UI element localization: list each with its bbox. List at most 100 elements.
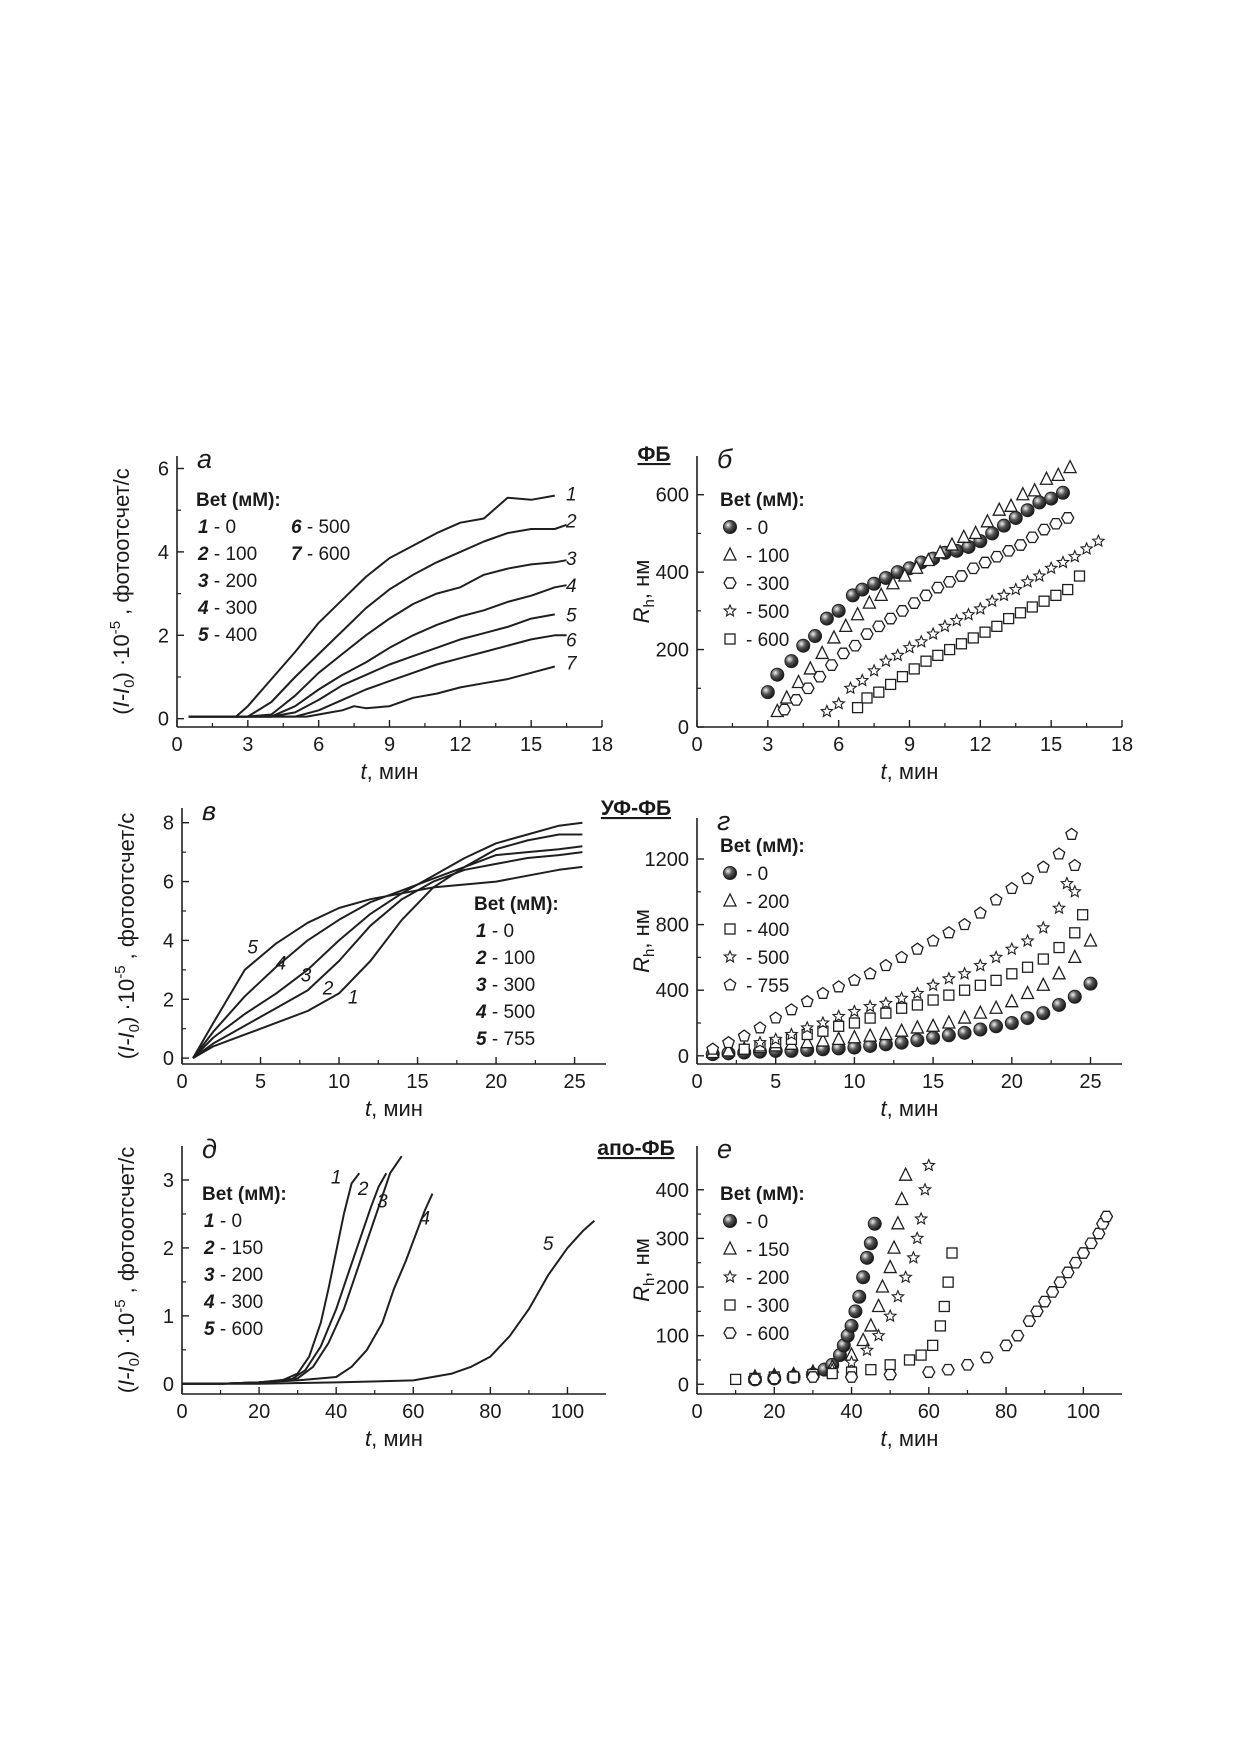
data-point xyxy=(894,1191,909,1206)
x-tick-label: 0 xyxy=(691,1401,702,1423)
x-axis-label: t, мин xyxy=(881,759,939,784)
data-point xyxy=(926,977,941,992)
data-point xyxy=(960,1358,975,1371)
data-point xyxy=(862,594,877,609)
legend-title: Bet (мМ): xyxy=(196,490,281,511)
data-point xyxy=(1020,503,1035,518)
series-pentagon xyxy=(706,827,1082,1055)
data-point xyxy=(943,989,955,1001)
x-tick-label: 15 xyxy=(1040,734,1062,756)
legend-title: Bet (мМ): xyxy=(720,490,805,511)
data-point xyxy=(878,995,893,1010)
y-tick-label: 8 xyxy=(163,813,174,835)
data-point xyxy=(1027,482,1042,497)
y-tick-label: 200 xyxy=(656,1277,689,1299)
legend-entry-value: - 0 xyxy=(209,517,236,538)
x-tick-label: 3 xyxy=(242,734,253,756)
data-point xyxy=(937,618,952,633)
x-axis-label: t, мин xyxy=(881,1096,939,1121)
data-point xyxy=(1051,466,1066,482)
series-line-2 xyxy=(188,523,567,718)
data-point xyxy=(942,1276,954,1288)
x-axis-label-unit: , мин xyxy=(887,759,939,784)
x-axis-label-symbol: t xyxy=(365,1096,372,1121)
data-point xyxy=(1068,858,1082,872)
data-point xyxy=(826,1367,838,1380)
data-point xyxy=(973,1004,988,1019)
x-tick-label: 9 xyxy=(384,734,395,756)
data-point xyxy=(942,926,956,939)
data-point xyxy=(1069,927,1081,939)
legend-entry-value: - 500 xyxy=(487,1002,536,1023)
data-point xyxy=(855,673,870,687)
legend-entry: - 600 xyxy=(746,630,789,651)
data-point xyxy=(878,653,893,668)
x-tick-label: 15 xyxy=(406,1071,428,1093)
y-label-sub: 0 xyxy=(126,1358,143,1366)
x-axis-label: t, мин xyxy=(361,759,419,784)
y-label-part: R xyxy=(629,1286,654,1302)
data-point xyxy=(978,556,992,569)
x-tick-label: 0 xyxy=(691,1071,702,1093)
y-label-part: R xyxy=(629,607,654,623)
legend-entry-number: 2 xyxy=(475,948,487,969)
data-point xyxy=(723,978,737,991)
y-label-part: , фотоотсчет/с xyxy=(114,813,139,966)
x-tick-label: 40 xyxy=(325,1401,347,1423)
x-tick-label: 5 xyxy=(255,1071,266,1093)
data-point xyxy=(1013,539,1028,551)
data-point xyxy=(848,1304,863,1319)
data-point xyxy=(769,1011,783,1024)
curve-label-3: 3 xyxy=(301,965,312,986)
curve-label-2: 2 xyxy=(322,978,334,999)
data-point xyxy=(791,674,806,689)
data-point xyxy=(914,1211,929,1225)
data-point xyxy=(910,1230,925,1245)
y-label-part: R xyxy=(629,957,654,973)
series-line-2 xyxy=(192,851,583,1059)
legend-entry: - 0 xyxy=(746,518,768,539)
data-point xyxy=(819,704,834,718)
x-tick-label: 12 xyxy=(449,734,471,756)
data-point xyxy=(1059,876,1074,890)
data-point xyxy=(856,1332,871,1347)
data-point xyxy=(867,663,882,677)
x-axis-label: t, мин xyxy=(365,1426,423,1451)
y-tick-label: 0 xyxy=(158,709,169,731)
y-axis-label: Rh, нм xyxy=(629,909,658,973)
data-point xyxy=(738,1043,750,1055)
legend-entry-number: 3 xyxy=(198,571,209,592)
legend-entry-1: 1 - 0 xyxy=(204,1211,242,1232)
data-point xyxy=(796,638,811,653)
data-point xyxy=(957,1025,972,1040)
x-axis-label: t, мин xyxy=(881,1426,939,1451)
data-point xyxy=(813,670,827,683)
data-point xyxy=(1068,1256,1083,1269)
curve-label-1: 1 xyxy=(566,485,577,506)
series-triangle xyxy=(770,459,1078,718)
legend-entry-5: 5 - 400 xyxy=(198,625,257,646)
data-point xyxy=(954,570,969,582)
data-point xyxy=(863,967,877,980)
series-square xyxy=(851,570,1086,714)
data-point xyxy=(1036,976,1051,991)
series-ball xyxy=(705,976,1098,1062)
series-star xyxy=(752,876,1082,1049)
data-point xyxy=(884,1359,896,1371)
data-point xyxy=(864,1012,876,1024)
data-point xyxy=(770,667,785,682)
y-label-part: ) ·10 xyxy=(114,979,139,1024)
data-point xyxy=(897,567,912,582)
data-point xyxy=(847,1004,862,1018)
data-point xyxy=(863,999,878,1013)
data-point xyxy=(1053,941,1065,954)
x-tick-label: 20 xyxy=(1001,1071,1023,1093)
y-tick-label: 6 xyxy=(163,872,174,894)
data-point xyxy=(1039,470,1054,485)
data-point xyxy=(1015,486,1030,501)
data-point xyxy=(1037,1295,1052,1308)
legend-entry-value: - 100 xyxy=(487,948,536,969)
data-point xyxy=(943,643,956,656)
data-point xyxy=(722,1269,738,1284)
